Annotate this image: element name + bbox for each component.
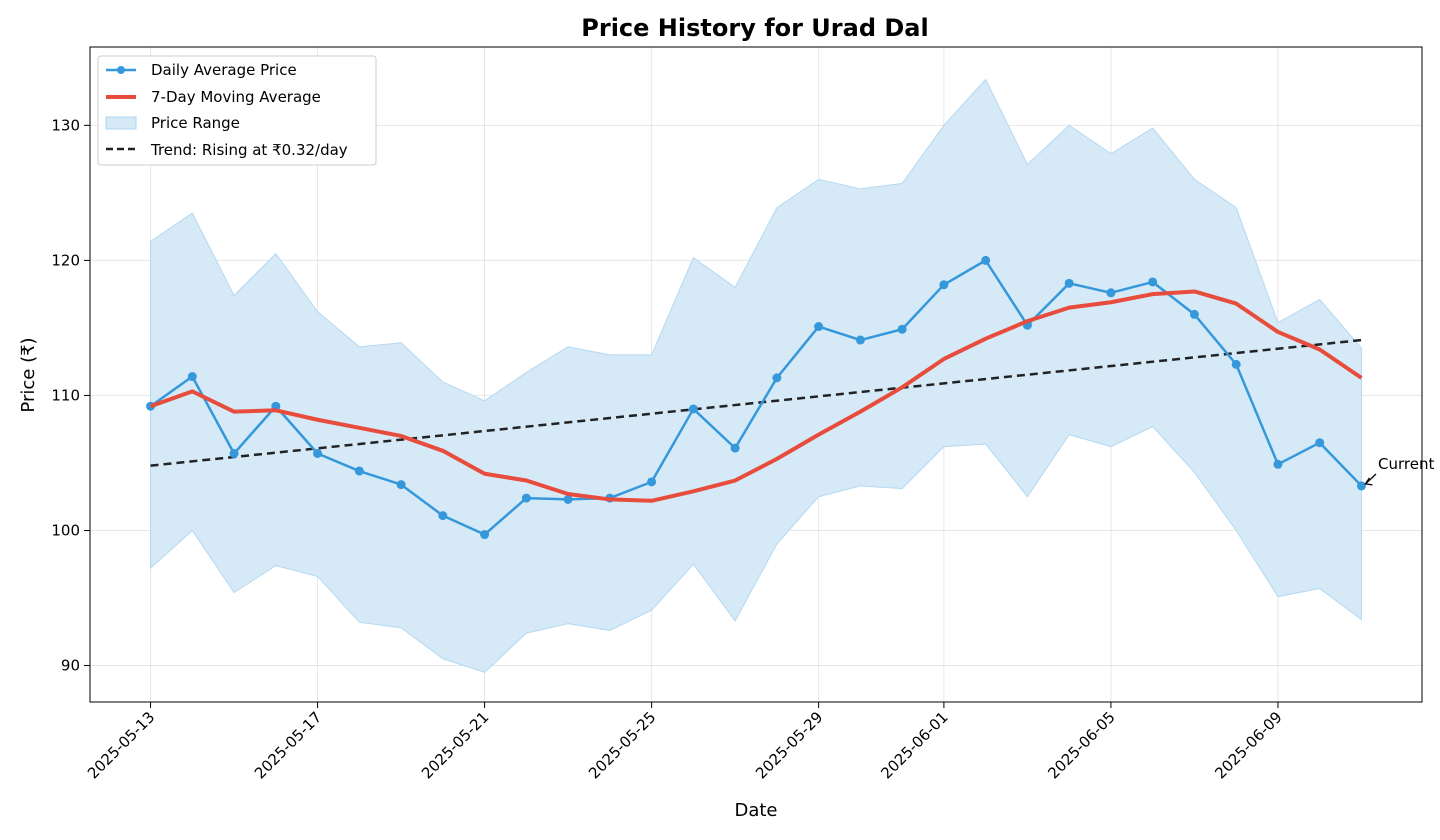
daily-average-point — [939, 280, 949, 290]
daily-average-point — [855, 335, 865, 345]
price-range-band — [150, 78, 1362, 673]
daily-average-line — [149, 259, 1363, 536]
daily-average-point — [814, 322, 824, 332]
current-annotation: Current — [1364, 455, 1434, 486]
trend-line — [150, 338, 1362, 467]
x-axis-label: Date — [734, 800, 777, 821]
annotation-current-label: Current — [1378, 455, 1434, 473]
daily-average-point — [1356, 481, 1366, 491]
price-range-area — [150, 78, 1362, 673]
daily-average-point — [1148, 277, 1158, 287]
daily-average-point — [688, 404, 698, 414]
chart-title: Price History for Urad Dal — [581, 14, 928, 42]
daily-average-point — [1189, 309, 1199, 319]
daily-average-point — [187, 372, 197, 382]
legend-label-daily: Daily Average Price — [151, 61, 297, 79]
trend-line-group — [150, 338, 1362, 467]
daily-average-point — [480, 530, 490, 540]
legend-label-range: Price Range — [151, 114, 240, 132]
daily-average-point — [1231, 359, 1241, 369]
legend-label-trend: Trend: Rising at ₹0.32/day — [150, 141, 348, 159]
plot-frame — [89, 46, 1423, 703]
legend-box — [97, 55, 377, 166]
daily-average-point — [897, 324, 907, 334]
daily-average-point — [1315, 438, 1325, 448]
y-tick-label: 110 — [51, 386, 80, 404]
y-axis-label: Price (₹) — [18, 337, 39, 412]
legend-swatch-range — [105, 116, 137, 130]
y-tick-label: 90 — [61, 657, 80, 675]
legend: Daily Average Price 7-Day Moving Average… — [97, 55, 377, 166]
y-tick-label: 120 — [51, 251, 80, 269]
daily-average-point — [647, 477, 657, 487]
daily-average-point — [772, 373, 782, 383]
daily-average-series — [146, 255, 1366, 540]
daily-average-point — [354, 466, 364, 476]
daily-average-point — [313, 449, 323, 459]
daily-average-point — [438, 511, 448, 521]
daily-average-point — [563, 494, 573, 504]
y-tick-label: 130 — [51, 116, 80, 134]
daily-average-point — [1273, 459, 1283, 469]
moving-average-line — [149, 289, 1363, 503]
daily-average-point — [521, 493, 531, 503]
moving-average-series — [149, 289, 1363, 503]
daily-average-point — [396, 480, 406, 490]
daily-average-point — [1106, 288, 1116, 298]
legend-marker-daily — [117, 66, 125, 74]
daily-average-point — [229, 449, 239, 459]
y-tick-label: 100 — [51, 521, 80, 539]
daily-average-point — [1064, 278, 1074, 288]
daily-average-point — [981, 255, 991, 265]
annotation-arrowhead — [1364, 477, 1373, 486]
daily-average-point — [730, 443, 740, 453]
legend-label-moving-average: 7-Day Moving Average — [151, 88, 321, 106]
